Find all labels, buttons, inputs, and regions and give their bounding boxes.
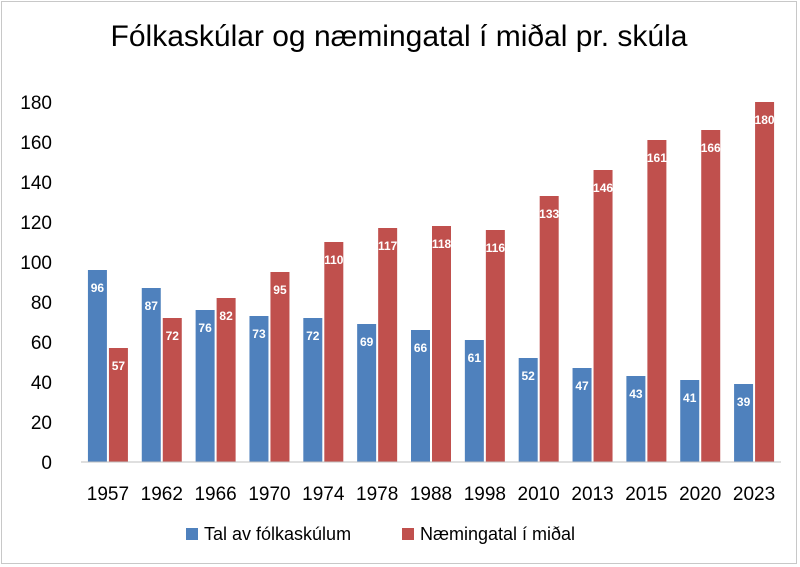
y-tick-label: 40 xyxy=(31,373,52,394)
bar-schools xyxy=(464,340,484,462)
y-tick-label: 80 xyxy=(31,293,52,314)
x-tick-label: 1974 xyxy=(302,484,345,505)
bar-schools xyxy=(626,376,646,462)
x-tick-label: 2020 xyxy=(679,484,721,505)
bar-schools xyxy=(141,288,161,462)
bar-schools xyxy=(680,380,700,462)
data-label: 41 xyxy=(683,391,697,405)
bar-schools xyxy=(195,310,215,462)
data-label: 180 xyxy=(755,113,775,127)
data-label: 43 xyxy=(629,387,643,401)
bar-students xyxy=(378,228,398,462)
y-tick-label: 160 xyxy=(20,133,52,154)
bar-students xyxy=(755,102,775,462)
data-label: 52 xyxy=(522,369,536,383)
legend-swatch xyxy=(186,528,198,540)
bars: 96 57 87 72 76 82 73 95 72 110 69 117 66 118 61 116 52 13… xyxy=(87,102,775,462)
legend: Tal av fólkaskúlum Næmingatal í miðal xyxy=(186,524,575,544)
bar-schools xyxy=(572,368,592,462)
bar-students xyxy=(701,130,721,462)
data-label: 166 xyxy=(701,141,721,155)
bar-schools xyxy=(518,358,538,462)
y-tick-label: 140 xyxy=(20,173,52,194)
data-label: 133 xyxy=(539,207,559,221)
bar-students xyxy=(108,348,128,462)
data-label: 72 xyxy=(166,329,180,343)
bar-students xyxy=(270,272,290,462)
x-tick-label: 1998 xyxy=(464,484,506,505)
bar-schools xyxy=(734,384,754,462)
bar-schools xyxy=(87,270,107,462)
x-tick-label: 2010 xyxy=(518,484,560,505)
y-tick-label: 20 xyxy=(31,413,52,434)
data-label: 66 xyxy=(414,341,428,355)
bar-schools xyxy=(357,324,377,462)
y-tick-label: 0 xyxy=(41,453,52,474)
data-label: 146 xyxy=(593,181,613,195)
x-tick-label: 2013 xyxy=(571,484,613,505)
bar-students xyxy=(485,230,505,462)
data-label: 72 xyxy=(306,329,320,343)
x-tick-label: 1978 xyxy=(356,484,398,505)
data-label: 39 xyxy=(737,395,751,409)
y-axis: 0 20 40 60 80 100 120 140 160 180 xyxy=(20,93,52,474)
x-tick-label: 1988 xyxy=(410,484,452,505)
y-tick-label: 60 xyxy=(31,333,52,354)
bar-students xyxy=(593,170,613,462)
bar-students xyxy=(324,242,344,462)
x-tick-label: 1966 xyxy=(194,484,236,505)
x-tick-label: 1962 xyxy=(141,484,183,505)
legend-label: Næmingatal í miðal xyxy=(420,524,575,544)
chart-title: Fólkaskúlar og næmingatal í miðal pr. sk… xyxy=(111,20,688,53)
bar-schools xyxy=(249,316,269,462)
data-label: 96 xyxy=(91,281,105,295)
bar-students xyxy=(647,140,667,462)
y-tick-label: 100 xyxy=(20,253,52,274)
data-label: 110 xyxy=(324,253,344,267)
x-tick-label: 1970 xyxy=(248,484,290,505)
bar-students xyxy=(216,298,236,462)
bar-students xyxy=(539,196,559,462)
x-tick-label: 2023 xyxy=(733,484,775,505)
x-axis: 1957 1962 1966 1970 1974 1978 1988 1998 2010 2013… xyxy=(81,461,781,505)
y-tick-label: 180 xyxy=(20,93,52,114)
y-tick-label: 120 xyxy=(20,213,52,234)
x-tick-label: 1957 xyxy=(87,484,129,505)
data-label: 118 xyxy=(432,237,452,251)
x-tick-label: 2015 xyxy=(625,484,667,505)
data-label: 161 xyxy=(647,151,667,165)
data-label: 95 xyxy=(273,283,287,297)
data-label: 69 xyxy=(360,335,374,349)
data-label: 82 xyxy=(219,309,233,323)
legend-swatch xyxy=(402,528,414,540)
data-label: 47 xyxy=(575,379,589,393)
bar-schools xyxy=(303,318,323,462)
data-label: 76 xyxy=(198,321,212,335)
data-label: 57 xyxy=(112,359,126,373)
data-label: 61 xyxy=(468,351,482,365)
legend-label: Tal av fólkaskúlum xyxy=(204,524,351,544)
data-label: 87 xyxy=(145,299,159,313)
bar-students xyxy=(162,318,182,462)
data-label: 116 xyxy=(486,241,506,255)
data-label: 73 xyxy=(252,327,266,341)
bar-students xyxy=(432,226,451,462)
bar-schools xyxy=(411,330,430,462)
data-label: 117 xyxy=(378,239,398,253)
